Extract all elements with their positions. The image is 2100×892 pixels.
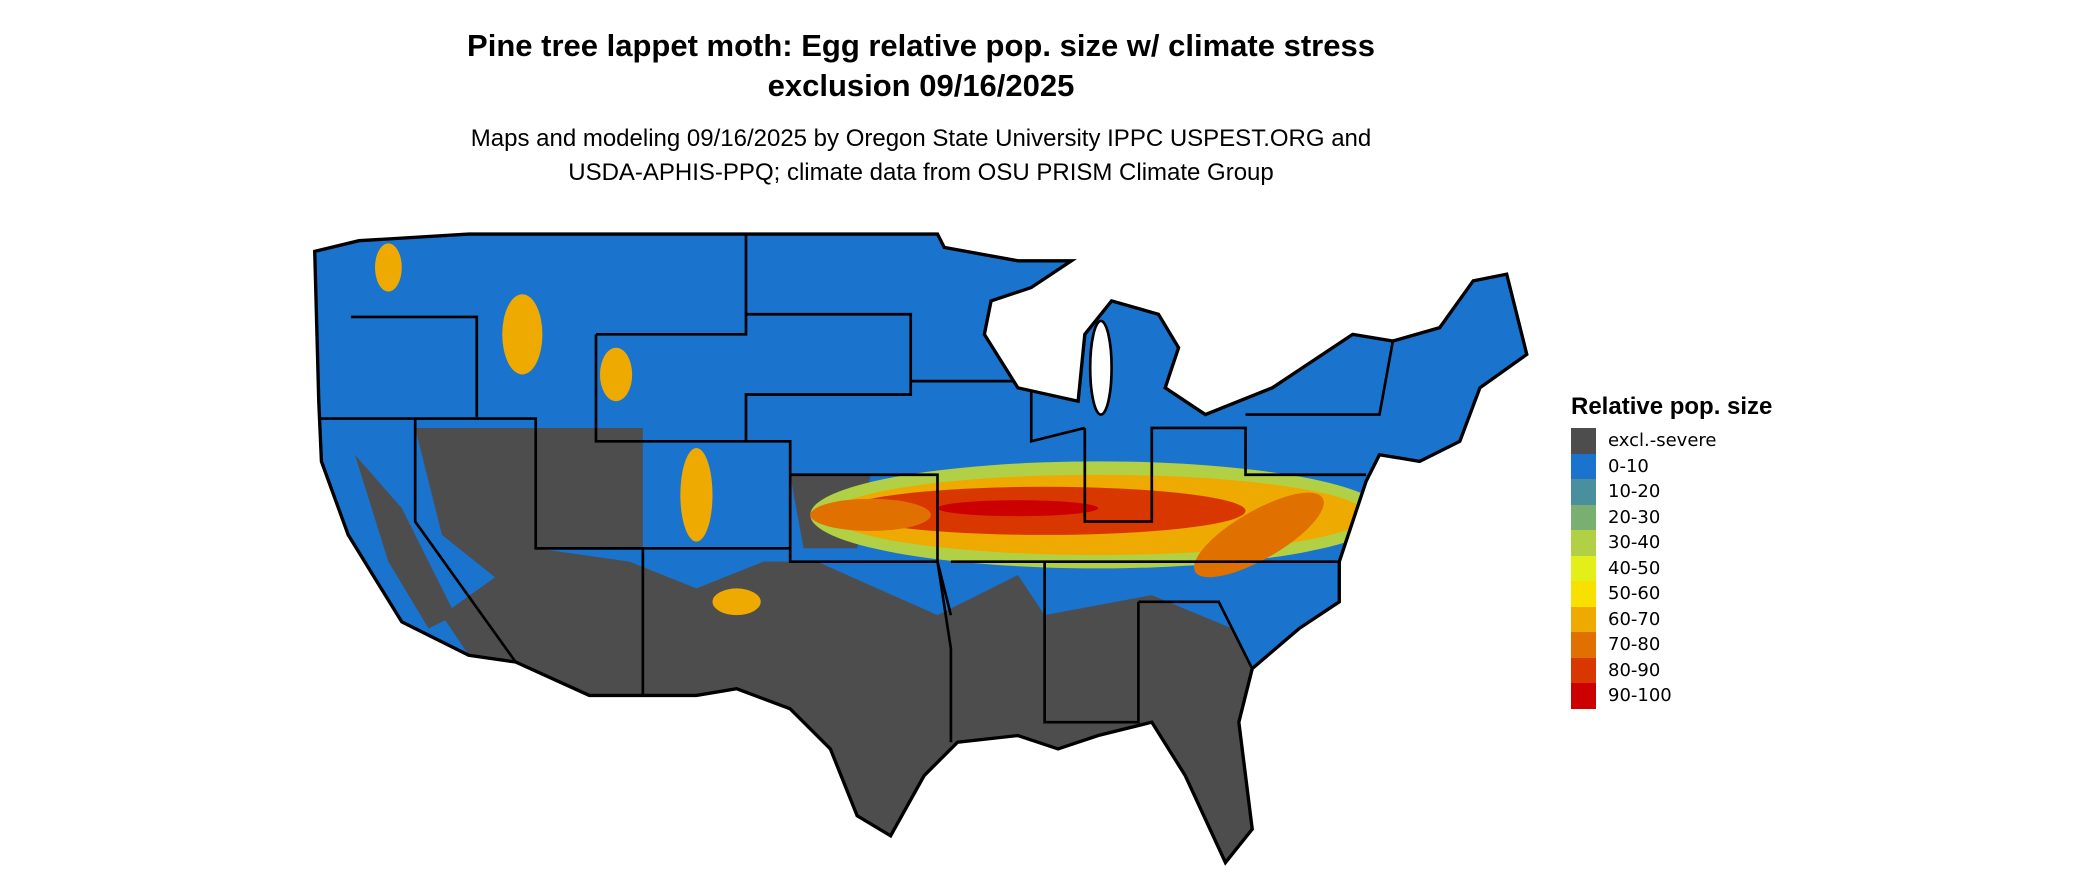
border-line bbox=[790, 473, 953, 743]
heat-band bbox=[810, 461, 1387, 578]
legend-swatch bbox=[1571, 453, 1596, 479]
hotspot-washington bbox=[375, 243, 402, 292]
border-line bbox=[744, 312, 913, 442]
hotspot-new-mexico bbox=[712, 588, 761, 616]
state-borders bbox=[318, 234, 1395, 743]
legend-label: 40-50 bbox=[1608, 557, 1661, 579]
legend-item: 80-90 bbox=[1571, 657, 1772, 683]
legend-swatch bbox=[1571, 581, 1596, 607]
band-90-100 bbox=[937, 500, 1099, 517]
legend-swatch bbox=[1571, 683, 1596, 709]
legend: Relative pop. size excl.-severe 0-10 10-20… bbox=[1571, 390, 1772, 709]
legend-item: 10-20 bbox=[1571, 479, 1772, 505]
legend-label: 0-10 bbox=[1608, 455, 1649, 477]
subtitle-line-1: Maps and modeling 09/16/2025 by Oregon S… bbox=[470, 125, 1372, 152]
legend-item: 60-70 bbox=[1571, 606, 1772, 632]
legend-label: excl.-severe bbox=[1608, 430, 1717, 452]
border-line bbox=[535, 546, 953, 616]
legend-swatch bbox=[1571, 530, 1596, 556]
band-70-80-east bbox=[1194, 492, 1324, 578]
legend-label: 20-30 bbox=[1608, 506, 1661, 528]
legend-title: Relative pop. size bbox=[1571, 393, 1773, 420]
mountain-hotspots bbox=[375, 243, 761, 616]
legend-item: 0-10 bbox=[1571, 453, 1772, 479]
subtitle-line-2: USDA-APHIS-PPQ; climate data from OSU PR… bbox=[568, 159, 1274, 186]
title-line-2: exclusion 09/16/2025 bbox=[767, 68, 1075, 103]
legend-item: excl.-severe bbox=[1571, 428, 1772, 454]
border-line bbox=[350, 315, 479, 419]
legend-label: 60-70 bbox=[1608, 608, 1661, 630]
border-line bbox=[910, 379, 1086, 444]
hotspot-colorado bbox=[680, 448, 713, 542]
border-line bbox=[1245, 340, 1395, 416]
legend-item: 70-80 bbox=[1571, 632, 1772, 658]
title-line-1: Pine tree lappet moth: Egg relative pop.… bbox=[467, 28, 1375, 63]
legend-item: 20-30 bbox=[1571, 504, 1772, 530]
hotspot-idaho bbox=[502, 294, 543, 375]
legend-label: 80-90 bbox=[1608, 659, 1661, 681]
legend-swatch bbox=[1571, 428, 1596, 454]
lake-michigan bbox=[1088, 319, 1113, 416]
map-title: Pine tree lappet moth: Egg relative pop.… bbox=[0, 26, 1842, 106]
legend-item: 90-100 bbox=[1571, 683, 1772, 709]
hotspot-wyoming bbox=[600, 347, 633, 402]
legend-swatch bbox=[1571, 606, 1596, 632]
border-line bbox=[594, 334, 792, 549]
legend-swatch bbox=[1571, 657, 1596, 683]
border-line bbox=[595, 234, 748, 336]
region-excluded-california bbox=[354, 454, 456, 629]
border-line bbox=[1138, 600, 1254, 670]
legend-swatch bbox=[1571, 632, 1596, 658]
border-line bbox=[1043, 561, 1140, 724]
border-line bbox=[1083, 426, 1367, 523]
map-subtitle: Maps and modeling 09/16/2025 by Oregon S… bbox=[0, 122, 1842, 190]
legend-item: 40-50 bbox=[1571, 555, 1772, 581]
legend-label: 90-100 bbox=[1608, 685, 1672, 707]
band-70-80-west bbox=[810, 498, 931, 531]
legend-swatch bbox=[1571, 504, 1596, 530]
legend-item: 50-60 bbox=[1571, 581, 1772, 607]
legend-swatch bbox=[1571, 555, 1596, 581]
legend-items: excl.-severe 0-10 10-20 20-30 30-40 40-50 50-6… bbox=[1571, 428, 1772, 709]
legend-item: 30-40 bbox=[1571, 530, 1772, 556]
legend-label: 50-60 bbox=[1608, 583, 1661, 605]
legend-label: 10-20 bbox=[1608, 481, 1661, 503]
us-outline bbox=[313, 232, 1529, 866]
legend-label: 70-80 bbox=[1608, 634, 1661, 656]
region-excluded-south bbox=[441, 548, 1253, 863]
border-line bbox=[413, 418, 517, 663]
legend-label: 30-40 bbox=[1608, 532, 1661, 554]
legend-swatch bbox=[1571, 479, 1596, 505]
